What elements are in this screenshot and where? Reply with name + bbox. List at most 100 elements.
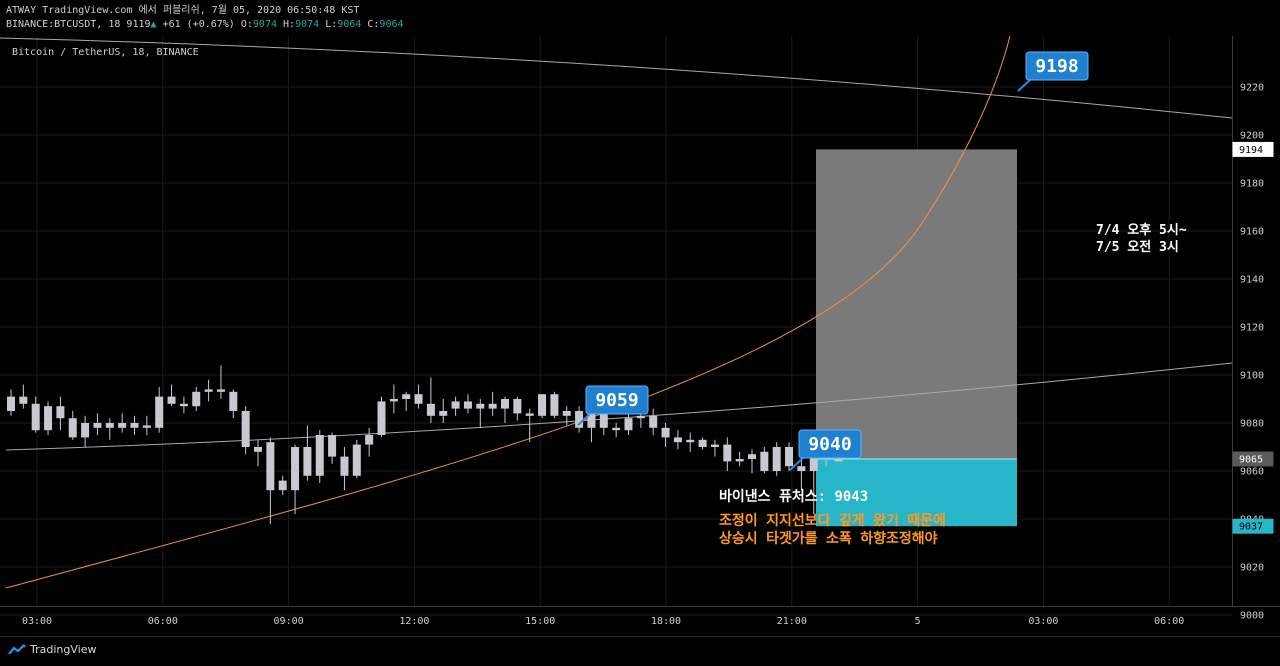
time-axis[interactable]: 03:00 06:00 09:00 12:00 15:00 18:00 21:00 5 03:0… bbox=[0, 606, 1280, 628]
candle-body bbox=[81, 423, 90, 438]
candle-body bbox=[155, 396, 164, 428]
futures-price-note: 바이낸스 퓨처스: 9043 bbox=[719, 488, 868, 505]
candle bbox=[575, 406, 584, 433]
candle-body bbox=[179, 403, 188, 407]
candle bbox=[31, 396, 40, 433]
candles bbox=[7, 365, 843, 524]
chart-header: ATWAY TradingView.com 에서 퍼블리쉬, 7월 05, 20… bbox=[0, 0, 1280, 36]
candle bbox=[229, 389, 238, 419]
open-value: 9074 bbox=[252, 19, 277, 30]
candle-body bbox=[414, 394, 423, 404]
x-tick-label: 5 bbox=[915, 616, 921, 627]
candle bbox=[710, 439, 719, 457]
candle bbox=[797, 456, 806, 491]
candle bbox=[772, 442, 781, 476]
candle-body bbox=[426, 403, 435, 416]
adjustment-note-line1: 조정이 지지선보다 깊게 왔기 때문에 bbox=[719, 512, 946, 529]
candle bbox=[809, 451, 818, 515]
candle-body bbox=[673, 437, 682, 443]
candle-body bbox=[44, 406, 53, 431]
candle-body bbox=[352, 444, 361, 476]
x-tick-label: 18:00 bbox=[651, 616, 681, 627]
stop-zone bbox=[816, 459, 1017, 527]
last-price: 9119 bbox=[126, 19, 151, 30]
candle-body bbox=[278, 480, 287, 491]
tradingview-logo-icon bbox=[8, 643, 26, 655]
brand[interactable]: TradingView bbox=[8, 643, 96, 656]
price-axis-bg bbox=[1232, 36, 1280, 636]
candle bbox=[7, 389, 15, 416]
candle bbox=[735, 451, 744, 467]
open-label: O: bbox=[240, 19, 253, 30]
candle bbox=[19, 384, 28, 409]
adjustment-note-line2: 상승시 타겟가를 소폭 하향조정해야 bbox=[719, 530, 938, 547]
candle bbox=[414, 384, 423, 409]
upper-arc bbox=[0, 37, 1233, 119]
candle bbox=[105, 418, 114, 440]
price-tag-9065: 9065 bbox=[1232, 451, 1274, 467]
price-tag-bg bbox=[1232, 141, 1274, 157]
candle bbox=[673, 430, 682, 450]
candle bbox=[760, 447, 769, 474]
y-tick-label: 9100 bbox=[1240, 371, 1264, 382]
candle bbox=[204, 379, 213, 402]
candle bbox=[488, 391, 497, 416]
candle bbox=[216, 365, 225, 399]
callout-9040: 9040 bbox=[789, 429, 862, 471]
price-tag-bg bbox=[1232, 451, 1274, 467]
candle bbox=[155, 387, 164, 433]
callout-label: 9198 bbox=[1035, 56, 1078, 77]
candle bbox=[167, 384, 176, 407]
candle-body bbox=[328, 435, 337, 457]
y-tick-label: 9140 bbox=[1240, 275, 1264, 286]
candle-body bbox=[377, 401, 386, 435]
candle bbox=[402, 391, 411, 411]
candle bbox=[439, 399, 448, 423]
candle-body bbox=[229, 391, 238, 411]
trend-lines bbox=[0, 36, 1233, 589]
y-tick-label: 9180 bbox=[1240, 179, 1264, 190]
candle bbox=[278, 475, 287, 495]
candle bbox=[476, 399, 485, 428]
candle bbox=[266, 437, 275, 524]
candle bbox=[241, 406, 250, 455]
candle-body bbox=[735, 459, 744, 462]
candle-body bbox=[291, 447, 300, 491]
symbol-label[interactable]: BINANCE:BTCUSDT, 18 bbox=[6, 19, 121, 30]
candle-body bbox=[772, 447, 781, 471]
candle bbox=[93, 413, 102, 435]
callout-9059: 9059 bbox=[577, 385, 649, 426]
candle bbox=[328, 432, 337, 464]
candle bbox=[340, 447, 349, 491]
callout-box bbox=[1025, 51, 1089, 81]
candle-body bbox=[624, 418, 633, 431]
candle bbox=[698, 437, 707, 450]
candle-body bbox=[562, 411, 571, 416]
candle bbox=[315, 430, 324, 483]
candle bbox=[377, 396, 386, 438]
candle-body bbox=[439, 411, 448, 416]
orange-curve bbox=[5, 36, 1011, 589]
candle-body bbox=[204, 389, 213, 392]
candle-body bbox=[451, 401, 460, 409]
close-value: 9064 bbox=[379, 19, 404, 30]
x-tick-label: 06:00 bbox=[1154, 616, 1184, 627]
y-tick-label: 9060 bbox=[1240, 467, 1264, 478]
candle bbox=[44, 401, 53, 435]
candle bbox=[291, 444, 300, 515]
candle-body bbox=[68, 418, 77, 438]
candle-body bbox=[710, 444, 719, 447]
price-axis[interactable]: 9000902090409060908091009120914091609180… bbox=[1232, 36, 1280, 636]
candle-body bbox=[686, 439, 695, 443]
candle bbox=[550, 391, 559, 419]
candle bbox=[612, 423, 621, 438]
candle bbox=[352, 439, 361, 479]
time-window-line1: 7/4 오후 5시~ bbox=[1096, 222, 1187, 238]
time-window-line2: 7/5 오전 3시 bbox=[1096, 239, 1179, 255]
candle-body bbox=[7, 396, 15, 411]
candle bbox=[748, 449, 756, 474]
price-tag-9037: 9037 bbox=[1232, 518, 1274, 534]
candle-body bbox=[748, 454, 756, 459]
